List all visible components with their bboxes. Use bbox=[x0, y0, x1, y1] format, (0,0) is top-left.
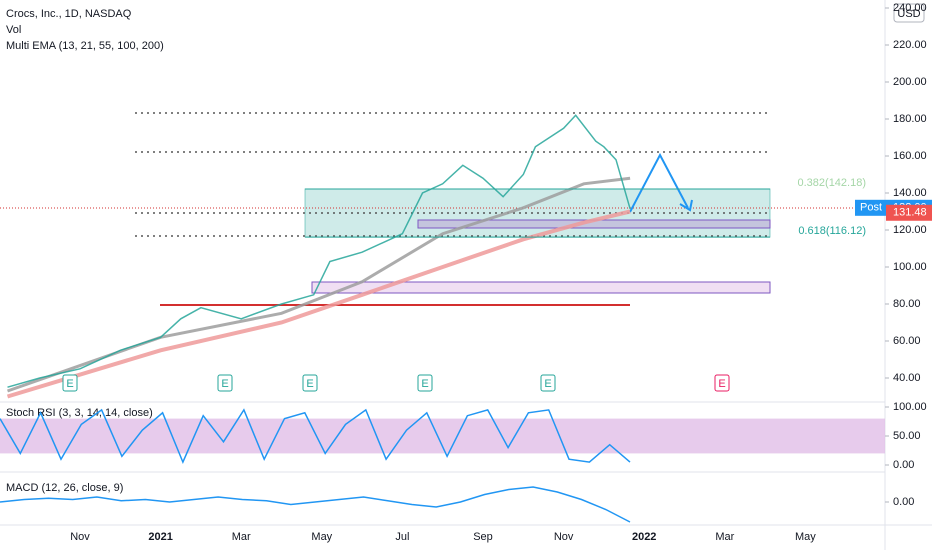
earnings-marker: E bbox=[221, 378, 228, 390]
currency[interactable]: USD bbox=[897, 8, 920, 20]
x-tick-label: Mar bbox=[232, 531, 251, 543]
y-tick-label: 120.00 bbox=[893, 224, 927, 236]
earnings-marker: E bbox=[421, 378, 428, 390]
x-tick-label: Mar bbox=[715, 531, 734, 543]
earnings-badge bbox=[302, 374, 318, 392]
symbol-title: Crocs, Inc., 1D, NASDAQ bbox=[6, 8, 132, 20]
post-name: Post bbox=[860, 202, 882, 214]
y-tick-label: 40.00 bbox=[893, 372, 921, 384]
volume-label: Vol bbox=[6, 24, 21, 36]
last-tag bbox=[886, 204, 932, 221]
earnings-marker: E bbox=[718, 378, 725, 390]
stoch-title: Stoch RSI (3, 3, 14, 14, close) bbox=[6, 407, 153, 419]
y-tick-label: 160.00 bbox=[893, 150, 927, 162]
x-tick-label: Nov bbox=[554, 531, 574, 543]
currency-badge[interactable] bbox=[893, 3, 925, 23]
macd-line bbox=[0, 486, 631, 523]
y-tick-label: 100.00 bbox=[893, 401, 927, 413]
ema-100 bbox=[7, 176, 631, 393]
projection-arrow bbox=[629, 152, 693, 213]
x-tick-label: Nov bbox=[70, 531, 90, 543]
ema-200 bbox=[6, 209, 631, 399]
earnings-marker: E bbox=[306, 378, 313, 390]
earnings-badge bbox=[62, 374, 78, 392]
x-tick-label: Jul bbox=[395, 531, 409, 543]
price-line bbox=[7, 114, 631, 388]
earnings-badge bbox=[714, 374, 730, 392]
y-tick-label: 100.00 bbox=[893, 261, 927, 273]
y-tick-label: 220.00 bbox=[893, 39, 927, 51]
x-tick-label: May bbox=[311, 531, 332, 543]
last-price: 131.48 bbox=[893, 207, 927, 219]
fib-label: 0.618(116.12) bbox=[798, 225, 866, 237]
stoch-line bbox=[0, 408, 631, 465]
earnings-badge bbox=[217, 374, 233, 392]
fib-label: 0.382(142.18) bbox=[798, 177, 867, 189]
y-tick-label: 200.00 bbox=[893, 76, 927, 88]
earnings-marker: E bbox=[66, 378, 73, 390]
x-tick-label: 2022 bbox=[632, 531, 656, 543]
y-tick-label: 80.00 bbox=[893, 298, 921, 310]
y-tick-label: 0.00 bbox=[893, 496, 914, 508]
earnings-badge bbox=[540, 374, 556, 392]
earnings-badge bbox=[417, 374, 433, 392]
y-tick-label: 50.00 bbox=[893, 430, 921, 442]
earnings-marker: E bbox=[544, 378, 551, 390]
ema-label: Multi EMA (13, 21, 55, 100, 200) bbox=[6, 40, 164, 52]
y-tick-label: 180.00 bbox=[893, 113, 927, 125]
y-tick-label: 240.00 bbox=[893, 2, 927, 14]
y-tick-label: 140.00 bbox=[893, 187, 927, 199]
macd-title: MACD (12, 26, close, 9) bbox=[6, 482, 123, 494]
y-tick-label: 0.00 bbox=[893, 459, 914, 471]
x-tick-label: 2021 bbox=[148, 531, 172, 543]
zone-box bbox=[311, 281, 771, 294]
y-tick-label: 60.00 bbox=[893, 335, 921, 347]
x-tick-label: Sep bbox=[473, 531, 493, 543]
x-tick-label: May bbox=[795, 531, 816, 543]
